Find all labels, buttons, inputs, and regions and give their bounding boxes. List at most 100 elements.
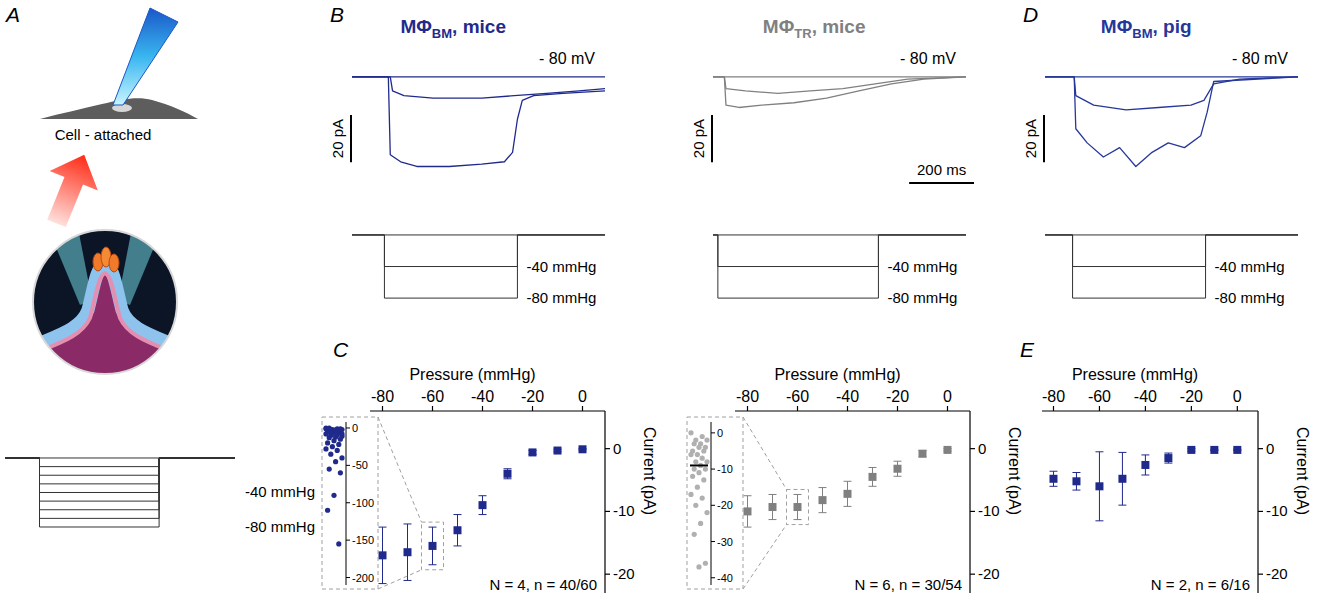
inset-point (333, 459, 338, 464)
panel-letter: A (4, 3, 20, 26)
x-tick-label: -40 (471, 388, 494, 405)
inset-point (700, 495, 705, 500)
inset-point (704, 510, 709, 515)
inset-point (696, 470, 701, 475)
y-axis-title: Current (pA) (1006, 427, 1023, 515)
protocol: -40 mmHg -80 mmHg (713, 235, 966, 306)
inset-tick-label: -200 (352, 572, 374, 584)
illustration (20, 228, 190, 380)
y-tick-label: -10 (978, 502, 1000, 519)
inset-point (339, 455, 344, 460)
zoom-box (422, 522, 444, 570)
inset-tick-label: -100 (352, 497, 374, 509)
panel-letter: C (333, 338, 349, 361)
data-point (769, 503, 777, 511)
panel-title: MΦTR, mice (763, 16, 866, 41)
inset-tick (346, 465, 350, 466)
voltage-label: - 80 mV (1232, 50, 1288, 67)
protocol-label: -40 mmHg (887, 258, 957, 275)
x-tick (747, 406, 748, 411)
x-tick-label: -20 (1180, 388, 1203, 405)
data-point (819, 496, 827, 504)
x-tick (1099, 406, 1100, 411)
title-main: MΦ (1101, 16, 1133, 37)
data-point (919, 450, 927, 458)
error-bar (869, 467, 877, 486)
inset-point (693, 459, 698, 464)
traces (352, 77, 605, 167)
y-tick-label: -10 (613, 502, 635, 519)
data-point (1233, 446, 1241, 454)
inset-tick (346, 577, 350, 578)
protocol-label: -80 mmHg (526, 289, 596, 306)
error-bar (1095, 452, 1103, 521)
x-tick-label: -40 (836, 388, 859, 405)
error-bar (1072, 473, 1080, 491)
inset-point (696, 564, 701, 569)
x-tick-label: -20 (521, 388, 544, 405)
data-point (944, 446, 952, 454)
sample-size: N = 2, n = 6/16 (1151, 576, 1250, 593)
data-point (404, 548, 412, 556)
data-point (844, 490, 852, 498)
inset-point (325, 508, 330, 513)
x-tick (1145, 406, 1146, 411)
data-point (1164, 454, 1172, 462)
x-tick-label: 0 (578, 388, 587, 405)
protocol: -40 mmHg-80 mmHg (5, 458, 315, 535)
zoom-box (787, 489, 809, 524)
data-point (479, 501, 487, 509)
error-bar (819, 488, 827, 513)
label: Cell - attached (55, 126, 152, 143)
x-tick (432, 406, 433, 411)
x-tick-label: -80 (736, 388, 759, 405)
error-bar (404, 524, 412, 580)
data-point (1095, 482, 1103, 490)
current-trace (713, 76, 966, 77)
protocol: -40 mmHg-80 mmHg (1045, 235, 1298, 306)
y-tick-label: 0 (1266, 440, 1274, 457)
traces (1045, 77, 1298, 167)
protocol-label: -40 mmHg (1215, 258, 1285, 275)
traces (713, 77, 966, 108)
x-tick (1053, 406, 1054, 411)
y-tick-label: -20 (978, 565, 1000, 582)
cytoplasm (20, 272, 190, 380)
error-bar (894, 461, 902, 476)
scale-bar-label: 20 pA (1022, 119, 1039, 158)
y-tick-label: -10 (1266, 502, 1288, 519)
protocol-step (5, 458, 235, 527)
inset-frame (322, 417, 378, 589)
iv-panel: C-80-60-40-2000-10-20Pressure (mmHg)Curr… (322, 338, 658, 593)
x-tick (847, 406, 848, 411)
inset-tick-label: 0 (352, 422, 358, 434)
inset-tick (346, 502, 350, 503)
data-point (554, 447, 562, 455)
y-tick (1258, 448, 1263, 449)
title-rest: , pig (1152, 16, 1191, 37)
inset-point (692, 532, 697, 537)
inset-tick-label: -10 (717, 463, 733, 475)
panel-letter: B (330, 3, 344, 26)
x-tick (947, 406, 948, 411)
trace-panel: MΦTR, mice- 80 mV20 pA200 ms-40 mmHg-80 … (690, 16, 974, 306)
x-tick (897, 406, 898, 411)
protocol-label: -80 mmHg (887, 289, 957, 306)
inset-tick-label: -50 (352, 459, 368, 471)
x-tick-label: -60 (421, 388, 444, 405)
scale-bar-y (711, 115, 713, 162)
inset-point (327, 435, 332, 440)
x-tick-label: -80 (371, 388, 394, 405)
x-tick-label: -60 (786, 388, 809, 405)
data-point (1210, 446, 1218, 454)
x-axis-title: Pressure (mmHg) (1072, 366, 1198, 383)
inset-point (688, 430, 693, 435)
scale-bar-label: 20 pA (329, 119, 346, 158)
panel-title: MΦBM, mice (400, 16, 506, 41)
data-point (1072, 477, 1080, 485)
protocol-label: -80 mmHg (245, 518, 315, 535)
inset: 0-10-20-30-40 (687, 417, 809, 589)
error-bar (844, 481, 852, 506)
inset-tick (711, 505, 715, 506)
inset-point (692, 441, 697, 446)
